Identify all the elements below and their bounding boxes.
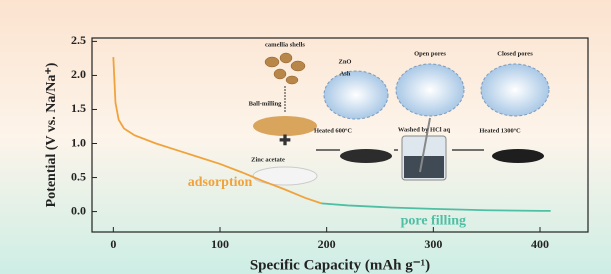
svg-text:✚: ✚ xyxy=(279,134,291,149)
schematic-label: ZnO xyxy=(338,58,351,65)
series-label: pore filling xyxy=(401,213,466,228)
schematic-label: Ball-milling xyxy=(249,100,283,107)
schematic-label: Heated 1300ºC xyxy=(479,127,521,134)
schematic-label: Open pores xyxy=(414,50,446,57)
x-tick-label: 100 xyxy=(211,237,229,251)
y-tick-label: 1.5 xyxy=(71,101,86,115)
x-axis-label: Specific Capacity (mAh g⁻¹) xyxy=(250,257,430,273)
schematic-label: camellia shells xyxy=(265,41,305,48)
chart: ✚ 0.0 0.5 1.0 1.5 2.0 2.5 0 100 200 300 400 Specifi… xyxy=(0,0,611,274)
schematic-label: Zinc acetate xyxy=(251,156,285,163)
x-tick-label: 200 xyxy=(318,237,336,251)
x-tick-label: 300 xyxy=(424,237,442,251)
y-tick-label: 1.0 xyxy=(71,135,86,149)
schematic-label: Ash xyxy=(340,70,351,77)
schematic-label: Closed pores xyxy=(497,50,533,57)
y-tick-label: 0.0 xyxy=(71,203,86,217)
schematic-label: Washed by HCl aq xyxy=(398,126,451,133)
x-tick-label: 0 xyxy=(110,237,116,251)
x-tick-label: 400 xyxy=(531,237,549,251)
y-tick-label: 0.5 xyxy=(71,169,86,183)
y-axis-label: Potential (V vs. Na/Na⁺) xyxy=(44,62,59,207)
series-label: adsorption xyxy=(188,175,253,190)
schematic-label: Heated 600ºC xyxy=(314,127,352,134)
y-tick-label: 2.0 xyxy=(71,67,86,81)
y-tick-label: 2.5 xyxy=(71,33,86,47)
